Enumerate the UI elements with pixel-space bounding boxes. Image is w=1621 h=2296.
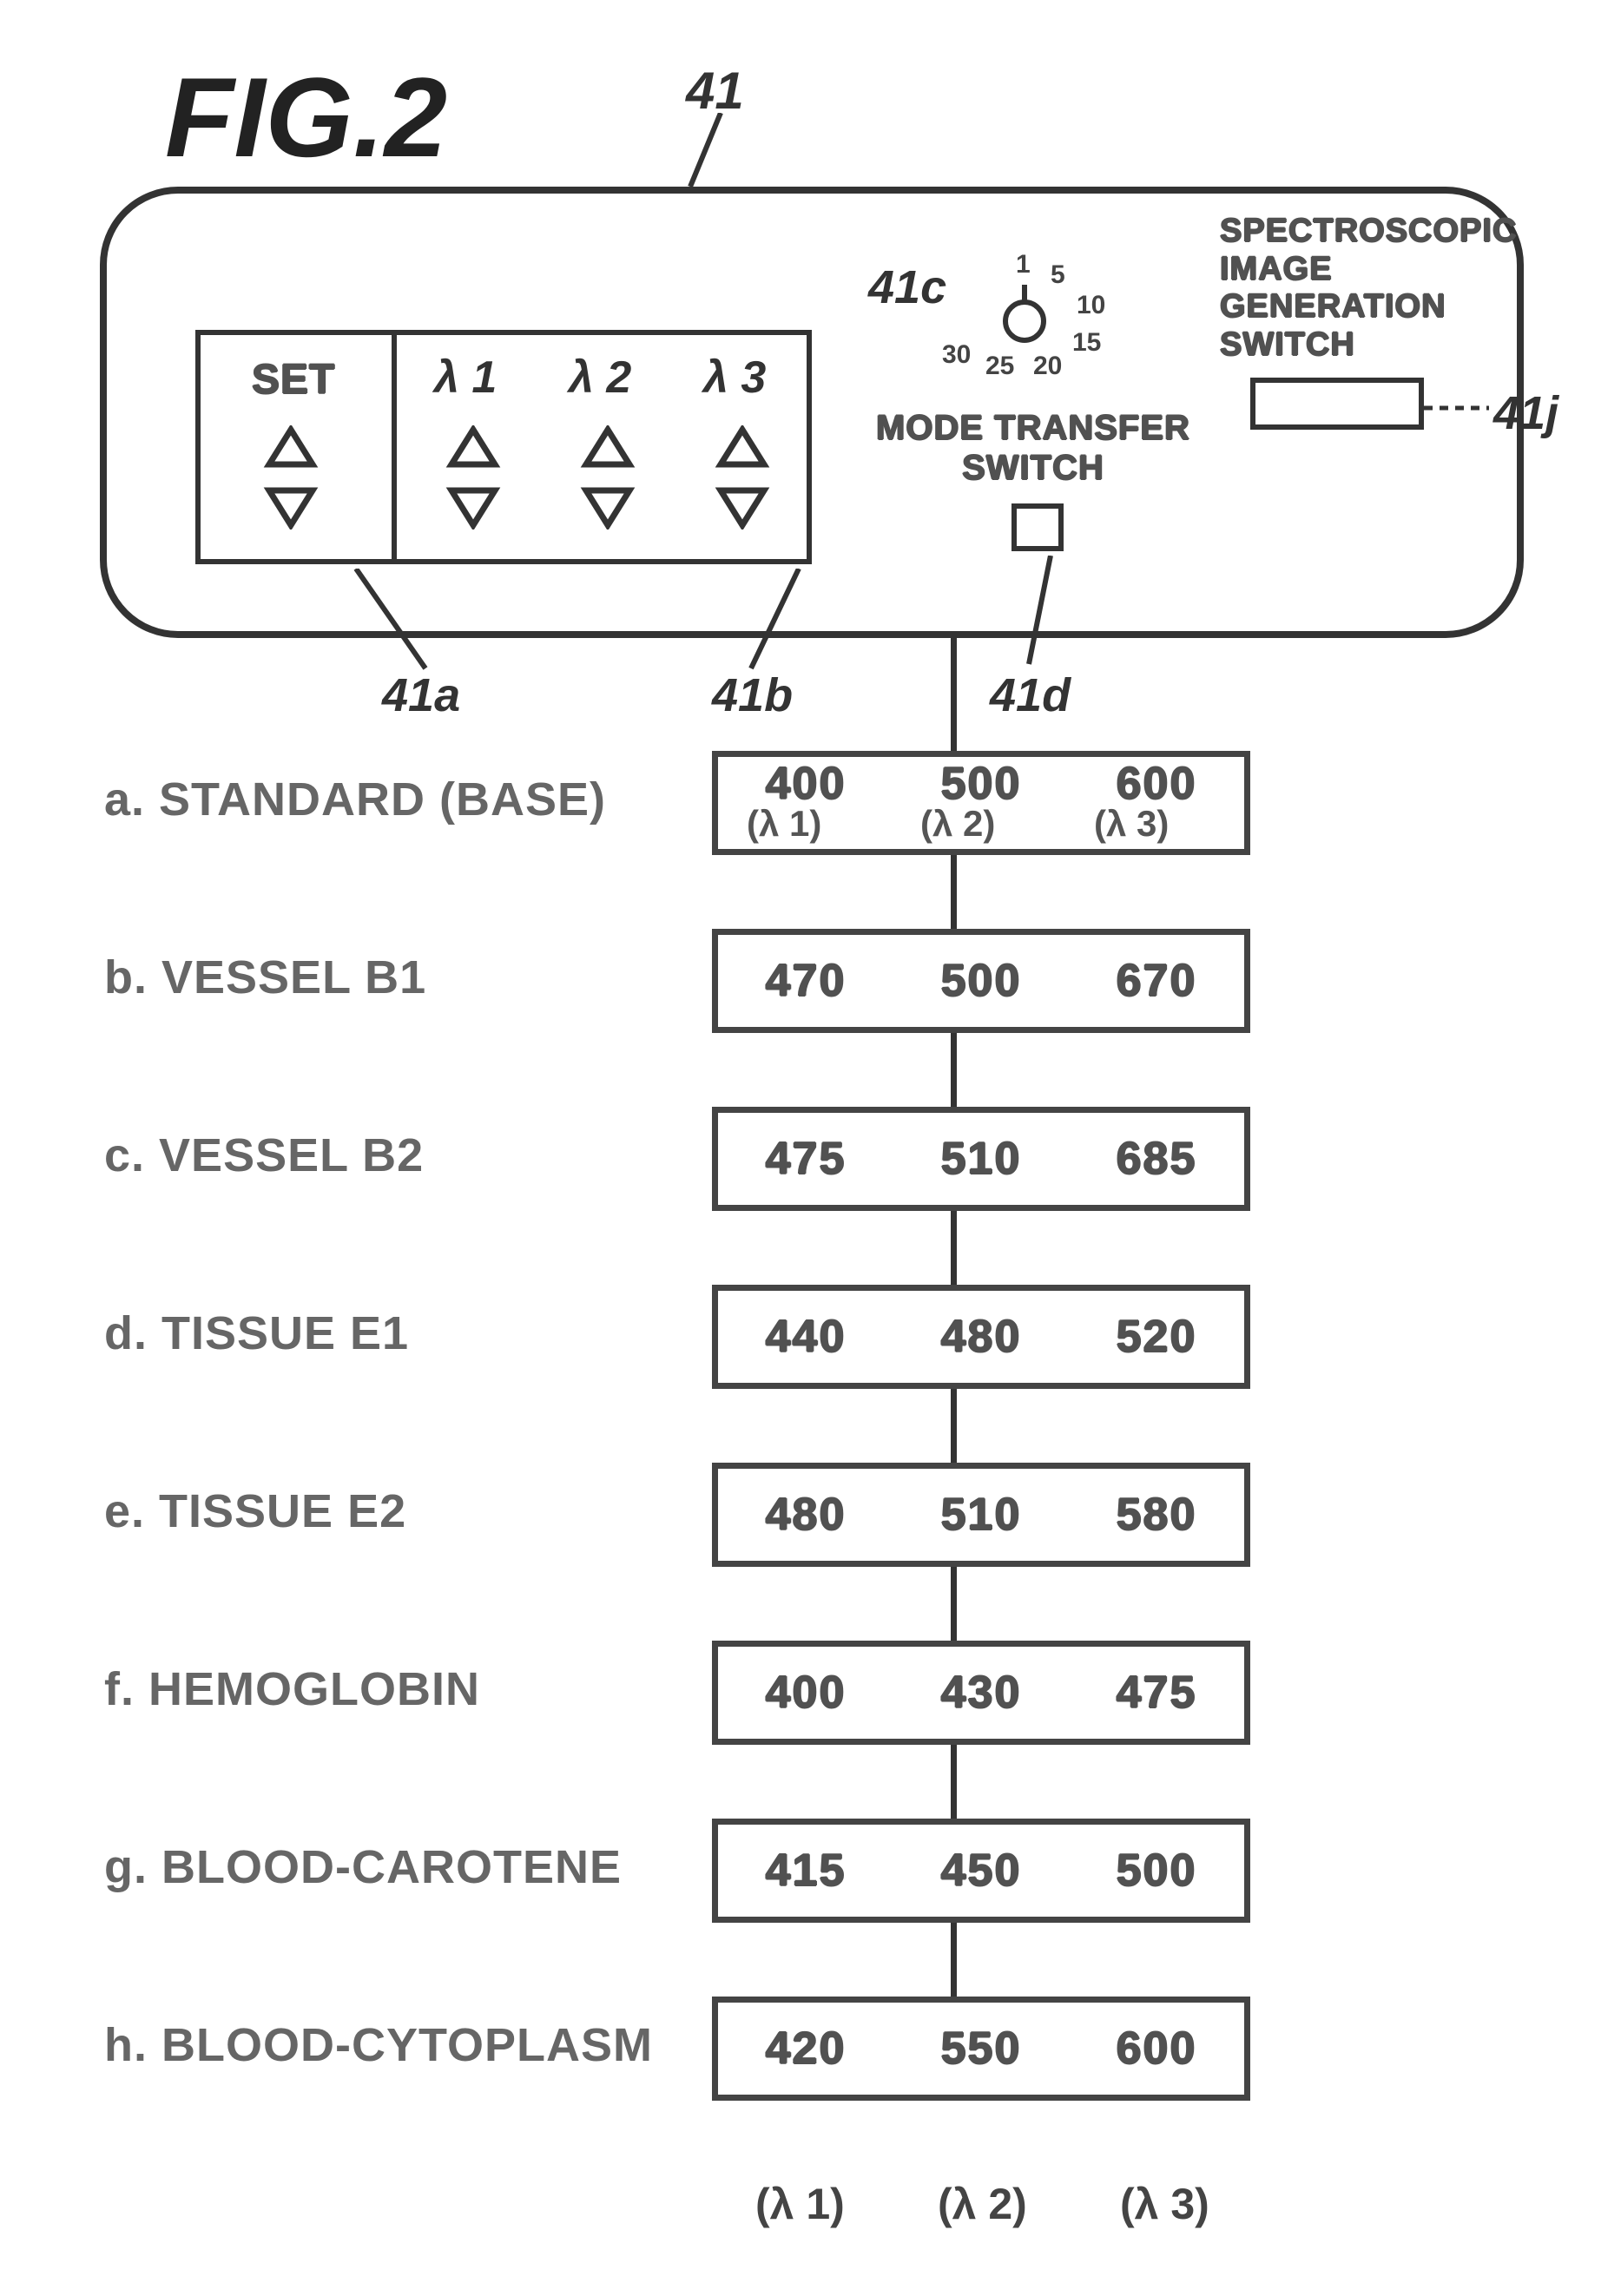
mode-box-c: 475 510 685 (712, 1107, 1250, 1211)
mode-g-val2: 450 (916, 1845, 1046, 1897)
mode-box-h: 420 550 600 (712, 1997, 1250, 2101)
lambda1-arrows[interactable] (443, 425, 504, 530)
set-arrows[interactable] (260, 425, 321, 530)
mode-box-d: 440 480 520 (712, 1285, 1250, 1389)
mode-transfer-switch[interactable] (1011, 503, 1064, 551)
lambda2-arrows[interactable] (577, 425, 638, 530)
connector-c (951, 1211, 957, 1285)
mode-label-a: a. STANDARD (BASE) (104, 773, 606, 826)
footer-lambda2: (λ 2) (938, 2179, 1027, 2229)
ref-41b: 41b (712, 668, 793, 722)
mode-label-e: e. TISSUE E2 (104, 1484, 406, 1538)
mode-b-val2: 500 (916, 955, 1046, 1007)
mode-transfer-label: MODE TRANSFER SWITCH (868, 408, 1198, 488)
mode-h-val2: 550 (916, 2023, 1046, 2075)
dial-30: 30 (942, 340, 971, 370)
mode-a-val1: 400 (741, 758, 871, 810)
mode-a-sub1: (λ 1) (747, 803, 821, 845)
dial-5: 5 (1051, 260, 1065, 290)
mode-label-h: h. BLOOD-CYTOPLASM (104, 2018, 653, 2072)
mode-a-sub2: (λ 2) (920, 803, 995, 845)
mode-label-b: b. VESSEL B1 (104, 951, 426, 1004)
ref-41: 41 (686, 61, 744, 121)
mode-label-c: c. VESSEL B2 (104, 1128, 424, 1182)
mode-box-e: 480 510 580 (712, 1463, 1250, 1567)
lambda2-label: λ 2 (569, 352, 631, 404)
mode-box-b: 470 500 670 (712, 929, 1250, 1033)
mode-box-f: 400 430 475 (712, 1641, 1250, 1745)
mode-c-val2: 510 (916, 1133, 1046, 1185)
ref-41j: 41j (1493, 386, 1558, 440)
footer-lambda1: (λ 1) (755, 2179, 845, 2229)
set-label: SET (252, 356, 335, 404)
dial-25: 25 (985, 352, 1014, 381)
connector-a (951, 855, 957, 929)
mode-label-f: f. HEMOGLOBIN (104, 1662, 480, 1716)
mode-label-g: g. BLOOD-CAROTENE (104, 1840, 622, 1894)
mode-e-val2: 510 (916, 1489, 1046, 1541)
footer-lambda3: (λ 3) (1120, 2179, 1209, 2229)
mode-b-val1: 470 (741, 955, 871, 1007)
connector-g (951, 1923, 957, 1997)
mode-c-val3: 685 (1091, 1133, 1222, 1185)
mode-g-val1: 415 (741, 1845, 871, 1897)
lambda3-arrows[interactable] (712, 425, 773, 530)
dial-icon[interactable] (994, 282, 1055, 343)
connector-top (951, 638, 957, 751)
ref-41d: 41d (990, 668, 1071, 722)
connector-b (951, 1033, 957, 1107)
mode-a-val2: 500 (916, 758, 1046, 810)
connector-e (951, 1567, 957, 1641)
mode-d-val3: 520 (1091, 1311, 1222, 1363)
mode-g-val3: 500 (1091, 1845, 1222, 1897)
lambda3-label: λ 3 (703, 352, 766, 404)
ref-41a: 41a (382, 668, 460, 722)
connector-f (951, 1745, 957, 1819)
mode-f-val2: 430 (916, 1667, 1046, 1719)
mode-label-d: d. TISSUE E1 (104, 1306, 409, 1360)
dial-10: 10 (1077, 291, 1105, 320)
ref-41c: 41c (868, 260, 946, 314)
mode-h-val3: 600 (1091, 2023, 1222, 2075)
dial-1: 1 (1016, 250, 1031, 280)
dial-15: 15 (1072, 328, 1101, 358)
mode-e-val1: 480 (741, 1489, 871, 1541)
mode-f-val3: 475 (1091, 1667, 1222, 1719)
dial-20: 20 (1033, 352, 1062, 381)
mode-h-val1: 420 (741, 2023, 871, 2075)
figure-title: FIG.2 (165, 52, 447, 182)
spectroscopic-label: SPECTROSCOPIC IMAGE GENERATION SWITCH (1220, 213, 1517, 365)
mode-box-g: 415 450 500 (712, 1819, 1250, 1923)
mode-d-val2: 480 (916, 1311, 1046, 1363)
mode-c-val1: 475 (741, 1133, 871, 1185)
mode-a-val3: 600 (1091, 758, 1222, 810)
spectroscopic-switch[interactable] (1250, 378, 1424, 430)
connector-d (951, 1389, 957, 1463)
mode-d-val1: 440 (741, 1311, 871, 1363)
mode-a-sub3: (λ 3) (1094, 803, 1169, 845)
mode-f-val1: 400 (741, 1667, 871, 1719)
lambda1-label: λ 1 (434, 352, 497, 404)
mode-e-val3: 580 (1091, 1489, 1222, 1541)
mode-b-val3: 670 (1091, 955, 1222, 1007)
